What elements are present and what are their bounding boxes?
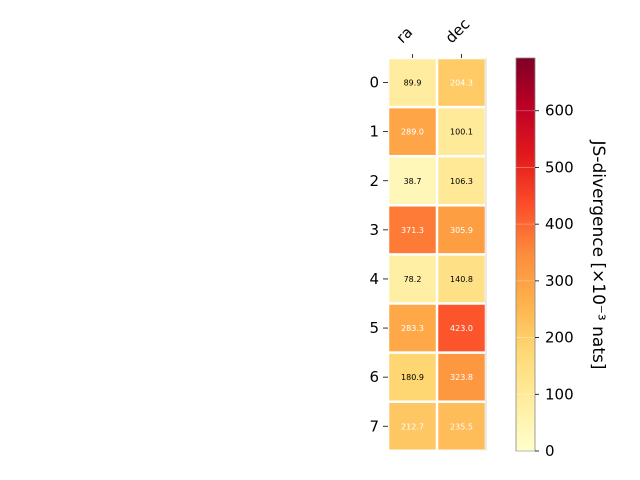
- cell-value-label: 289.0: [401, 128, 424, 137]
- cell-value-label: 323.8: [450, 373, 473, 382]
- cell-value-label: 305.9: [450, 226, 473, 235]
- colorbar-tick-label: 100: [545, 385, 574, 403]
- y-tick-label: 4: [369, 270, 379, 288]
- colorbar-tick-label: 0: [545, 442, 555, 460]
- cell-value-label: 371.3: [401, 226, 424, 235]
- heatmap-cell: [438, 206, 485, 254]
- colorbar-label: JS-divergence [×10⁻³ nats]: [588, 140, 608, 370]
- heatmap-cell: [438, 304, 485, 352]
- heatmap-cell: [389, 157, 436, 205]
- cell-value-label: 180.9: [401, 373, 424, 382]
- heatmap-cell: [389, 353, 436, 401]
- x-axis: ra dec: [393, 15, 474, 58]
- colorbar: 0 100 200 300 400 500 600: [515, 57, 574, 460]
- heatmap-cell: [438, 157, 485, 205]
- y-tick-label: 2: [369, 172, 379, 190]
- cell-value-label: 283.3: [401, 324, 424, 333]
- cell-value-label: 423.0: [450, 324, 473, 333]
- cell-value-label: 106.3: [450, 177, 473, 186]
- cell-value-label: 204.3: [450, 79, 473, 88]
- heatmap-cell: [389, 108, 436, 155]
- cell-value-label: 38.7: [404, 177, 422, 186]
- colorbar-tick-label: 600: [545, 102, 574, 120]
- colorbar-tick-label: 400: [545, 215, 574, 233]
- heatmap-cell: [438, 402, 485, 450]
- heatmap-grid: 89.9 204.3 289.0 100.1 38.7 106.3 371.3 305.9 78…: [389, 58, 487, 451]
- colorbar-tick-label: 500: [545, 158, 574, 176]
- cell-value-label: 78.2: [404, 275, 422, 284]
- heatmap-cell: [438, 108, 485, 155]
- y-tick-label: 7: [369, 417, 379, 435]
- y-tick-label: 6: [369, 368, 379, 386]
- cell-value-label: 212.7: [401, 422, 424, 431]
- x-tick-label: dec: [442, 15, 474, 47]
- y-tick-label: 0: [369, 74, 379, 92]
- colorbar-gradient: [515, 57, 536, 452]
- cell-value-label: 140.8: [450, 275, 473, 284]
- colorbar-tick-label: 200: [545, 329, 574, 347]
- heatmap-cell: [389, 402, 436, 450]
- heatmap-cell: [438, 59, 485, 106]
- heatmap-cell: [389, 304, 436, 352]
- cell-value-label: 89.9: [404, 79, 422, 88]
- heatmap-cell: [389, 59, 436, 106]
- heatmap-cell: [438, 255, 485, 303]
- heatmap-cell: [389, 255, 436, 303]
- x-tick-label: ra: [393, 23, 417, 47]
- heatmap-cell: [438, 353, 485, 401]
- colorbar-tick-label: 300: [545, 272, 574, 290]
- cell-value-label: 235.5: [450, 422, 473, 431]
- y-tick-label: 1: [369, 123, 379, 141]
- y-tick-label: 5: [369, 319, 379, 337]
- heatmap-cell: [389, 206, 436, 254]
- cell-value-label: 100.1: [450, 128, 473, 137]
- y-axis: 0 1 2 3 4 5 6 7: [369, 74, 388, 435]
- y-tick-label: 3: [369, 221, 379, 239]
